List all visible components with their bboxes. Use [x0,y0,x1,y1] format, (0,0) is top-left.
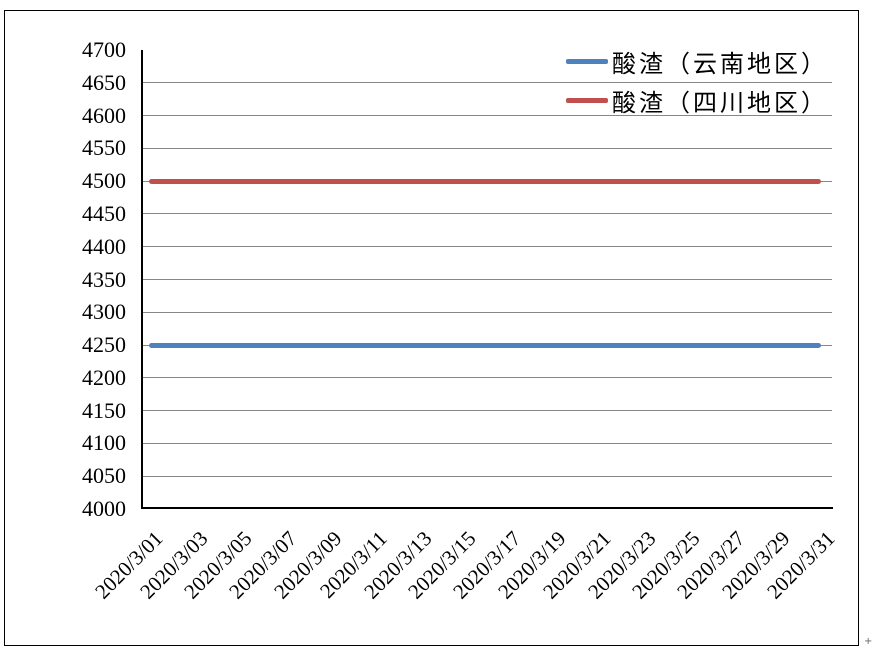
y-axis-tick-label: 4300 [82,299,126,325]
y-gridline [143,311,832,313]
y-axis-tick-label: 4350 [82,266,126,292]
x-axis-line [141,507,833,509]
y-gridline [143,147,832,149]
legend: 酸渣（云南地区） 酸渣（四川地区） [566,42,828,120]
y-axis-tick-label: 4650 [82,69,126,95]
y-axis-tick-label: 4150 [82,397,126,423]
corner-mark: + [864,636,873,647]
y-axis-tick-label: 4250 [82,332,126,358]
y-axis-tick-label: 4100 [82,430,126,456]
y-axis-tick-label: 4450 [82,200,126,226]
y-gridline [143,213,832,215]
y-gridline [143,442,832,444]
y-axis-tick-label: 4200 [82,364,126,390]
legend-label-yunnan: 酸渣（云南地区） [612,52,828,78]
y-gridline [143,115,832,117]
legend-line-swatch-red [566,98,608,103]
y-gridline [143,377,832,379]
series-line-yunnan [149,342,821,348]
y-axis-tick-label: 4550 [82,135,126,161]
chart-border [4,10,859,646]
y-gridline [143,475,832,477]
legend-item-sichuan: 酸渣（四川地区） [566,81,828,120]
legend-line-swatch-blue [566,59,608,64]
series-line-sichuan [149,178,821,184]
y-axis-tick-label: 4050 [82,463,126,489]
y-axis-tick-label: 4500 [82,168,126,194]
y-gridline [143,82,832,84]
y-gridline [143,279,832,280]
legend-item-yunnan: 酸渣（云南地区） [566,42,828,81]
y-axis-tick-label: 4400 [82,233,126,259]
y-gridline [143,410,832,412]
y-gridline [143,246,832,248]
y-axis-tick-label: 4700 [82,37,126,62]
legend-label-sichuan: 酸渣（四川地区） [612,91,828,117]
y-axis-tick-label: 4000 [82,496,126,521]
y-axis-line [141,50,143,509]
y-axis-tick-label: 4600 [82,102,126,128]
